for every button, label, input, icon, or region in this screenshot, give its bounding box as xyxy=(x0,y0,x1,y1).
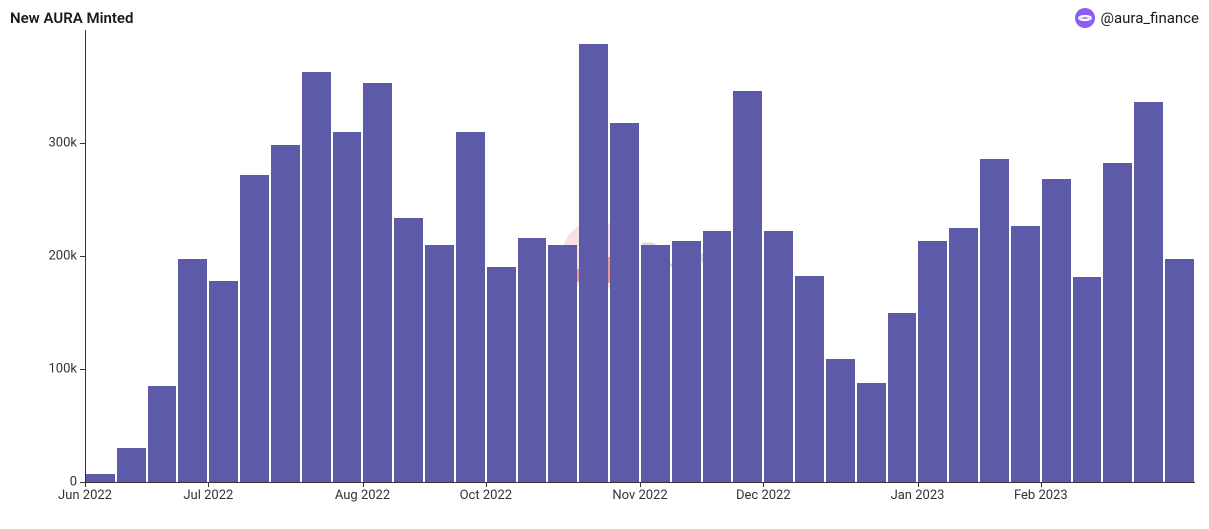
bar[interactable] xyxy=(1011,226,1040,483)
x-tick-label: Oct 2022 xyxy=(460,488,512,503)
bar[interactable] xyxy=(641,245,670,482)
bar[interactable] xyxy=(610,123,639,482)
x-tick-mark xyxy=(640,482,641,487)
bar[interactable] xyxy=(333,132,362,482)
bar[interactable] xyxy=(733,91,762,482)
bar[interactable] xyxy=(178,259,207,482)
bar[interactable] xyxy=(888,313,917,483)
x-tick-label: Jun 2022 xyxy=(58,488,112,503)
author-link[interactable]: @aura_finance xyxy=(1075,8,1199,28)
bar[interactable] xyxy=(363,83,392,482)
bar[interactable] xyxy=(579,44,608,482)
bar[interactable] xyxy=(86,474,115,482)
bar[interactable] xyxy=(703,231,732,482)
author-handle: @aura_finance xyxy=(1101,9,1199,27)
bar[interactable] xyxy=(548,245,577,482)
plot-region: Dune xyxy=(85,30,1195,482)
bar[interactable] xyxy=(1042,179,1071,482)
bar[interactable] xyxy=(209,281,238,482)
bar[interactable] xyxy=(456,132,485,482)
bar[interactable] xyxy=(117,448,146,482)
x-tick-mark xyxy=(486,482,487,487)
chart-header: New AURA Minted @aura_finance xyxy=(10,6,1199,30)
bar[interactable] xyxy=(857,383,886,482)
bar[interactable] xyxy=(394,218,423,482)
x-tick-mark xyxy=(918,482,919,487)
bar[interactable] xyxy=(302,72,331,482)
bar[interactable] xyxy=(1134,102,1163,482)
bar[interactable] xyxy=(425,245,454,482)
bar[interactable] xyxy=(271,145,300,482)
x-tick-label: Feb 2023 xyxy=(1014,488,1068,503)
x-tick-mark xyxy=(363,482,364,487)
y-tick-label: 200k xyxy=(7,249,77,264)
chart-title: New AURA Minted xyxy=(10,9,133,27)
bar-series xyxy=(85,30,1195,482)
bar[interactable] xyxy=(240,175,269,482)
bar[interactable] xyxy=(764,231,793,482)
bar[interactable] xyxy=(672,241,701,482)
aura-logo-icon xyxy=(1075,8,1095,28)
chart-card: New AURA Minted @aura_finance 0100k200k3… xyxy=(0,0,1209,529)
x-tick-mark xyxy=(85,482,86,487)
x-tick-label: Jul 2022 xyxy=(183,488,233,503)
x-tick-label: Jan 2023 xyxy=(891,488,945,503)
bar[interactable] xyxy=(148,386,177,482)
bar[interactable] xyxy=(980,159,1009,482)
bar[interactable] xyxy=(826,359,855,482)
bar[interactable] xyxy=(795,276,824,482)
x-tick-mark xyxy=(763,482,764,487)
chart-area: 0100k200k300k Jun 2022Jul 2022Aug 2022Oc… xyxy=(0,30,1209,510)
bar[interactable] xyxy=(1073,277,1102,482)
x-tick-mark xyxy=(1041,482,1042,487)
x-tick-label: Aug 2022 xyxy=(335,488,390,503)
x-tick-mark xyxy=(208,482,209,487)
y-tick-label: 300k xyxy=(7,136,77,151)
bar[interactable] xyxy=(918,241,947,482)
bar[interactable] xyxy=(1103,163,1132,482)
bar[interactable] xyxy=(487,267,516,482)
bar[interactable] xyxy=(949,228,978,482)
x-tick-label: Dec 2022 xyxy=(736,488,791,503)
bar[interactable] xyxy=(518,238,547,482)
bar[interactable] xyxy=(1165,259,1194,482)
x-tick-label: Nov 2022 xyxy=(612,488,667,503)
y-tick-label: 100k xyxy=(7,362,77,377)
